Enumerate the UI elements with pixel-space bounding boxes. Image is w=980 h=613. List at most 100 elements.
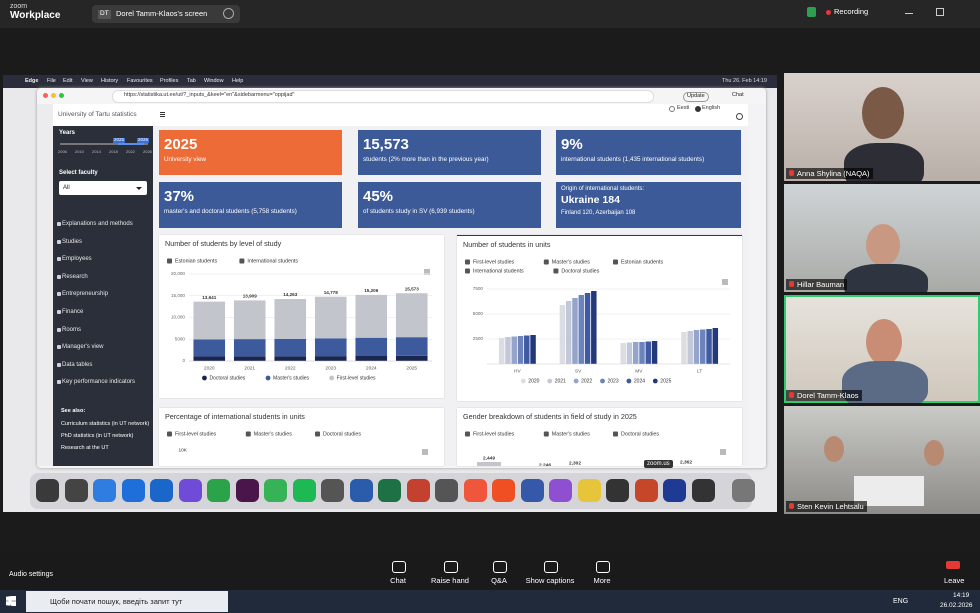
minimize-button[interactable] [51, 93, 56, 98]
dock-icon[interactable] [121, 479, 145, 502]
dock-icon[interactable] [321, 479, 344, 502]
legend-marker[interactable] [547, 378, 553, 384]
video-tile[interactable]: Sten Kevin Lehtsalu [784, 406, 980, 514]
mac-menu-item[interactable]: Tab [187, 78, 196, 84]
link[interactable]: Research at the UT [61, 445, 109, 451]
sidebar-toggle[interactable] [160, 112, 165, 113]
close-button[interactable] [43, 93, 48, 98]
mac-menu-item[interactable]: Help [232, 78, 244, 84]
filter-checkbox[interactable] [553, 268, 559, 274]
mac-menu-item[interactable]: Favourites [127, 78, 153, 84]
tab-menu[interactable] [223, 8, 234, 19]
faculty-select[interactable] [59, 181, 147, 195]
legend-marker[interactable] [329, 375, 335, 381]
mac-menu-item[interactable]: Window [204, 78, 224, 84]
chat-button[interactable]: Chat [732, 92, 744, 98]
legend-label[interactable]: 2023 [608, 378, 619, 384]
filter-checkbox[interactable] [613, 259, 618, 265]
filter-checkbox[interactable] [465, 259, 470, 265]
filter-checkbox[interactable] [167, 258, 172, 264]
legend-label[interactable]: 2024 [634, 378, 645, 384]
dock-icon[interactable] [606, 479, 629, 502]
dock-icon[interactable] [520, 479, 544, 502]
zoom-button[interactable] [59, 93, 64, 98]
menu-item[interactable]: Key performance indicators [62, 379, 136, 386]
recording-label[interactable]: Recording [834, 7, 869, 16]
dock-icon[interactable] [178, 479, 202, 502]
menu-item[interactable]: Employees [62, 256, 92, 263]
dock-icon[interactable] [36, 479, 59, 502]
legend-label[interactable]: First-level studies [337, 375, 376, 381]
slider-handle[interactable]: 2026 [137, 137, 150, 143]
filter-checkbox[interactable] [239, 258, 245, 264]
filter-checkbox[interactable] [465, 431, 470, 437]
filter-checkbox[interactable] [245, 431, 251, 437]
dock-icon[interactable] [64, 479, 88, 502]
dock-icon[interactable] [435, 479, 458, 502]
legend-label[interactable]: 2020 [528, 378, 539, 384]
dock-icon[interactable] [732, 479, 755, 502]
legend-marker[interactable] [573, 378, 579, 384]
legend-marker[interactable] [520, 378, 526, 384]
legend-marker[interactable] [202, 375, 207, 381]
dock-icon[interactable] [406, 479, 430, 502]
mac-menu-item[interactable]: Edit [63, 78, 73, 84]
dock-icon[interactable] [93, 479, 116, 502]
link[interactable]: Curriculum statistics (in UT network) [61, 421, 150, 427]
dock-icon[interactable] [378, 479, 401, 502]
menu-item[interactable]: Finance [62, 309, 84, 315]
filter-checkbox[interactable] [613, 431, 618, 437]
menu-item[interactable]: Studies [62, 238, 83, 245]
dock-icon[interactable] [150, 479, 173, 502]
filter-checkbox[interactable] [543, 431, 549, 437]
lang-option[interactable]: Eesti [677, 105, 690, 111]
search-box[interactable] [26, 591, 228, 612]
mac-menu-item[interactable]: View [81, 78, 93, 84]
filter-checkbox[interactable] [167, 431, 172, 437]
filter-checkbox[interactable] [465, 268, 470, 274]
start-button[interactable] [6, 596, 16, 606]
legend-label[interactable]: 2025 [660, 378, 671, 384]
clock-date[interactable]: 26.02.2026 [940, 602, 973, 609]
input-language[interactable]: ENG [893, 598, 909, 605]
audio-settings[interactable]: Audio settings [9, 571, 53, 578]
legend-marker[interactable] [652, 378, 658, 384]
lang-radio[interactable] [669, 106, 675, 112]
dock-icon[interactable] [349, 479, 373, 502]
toolbar-button[interactable]: Chat [390, 576, 406, 585]
dock-icon[interactable] [577, 479, 601, 502]
dock-icon[interactable] [634, 479, 658, 502]
dock-icon[interactable] [463, 479, 487, 502]
toolbar-button[interactable]: Show captions [525, 576, 575, 585]
dock-icon[interactable] [264, 479, 287, 502]
settings-icon[interactable] [736, 113, 743, 120]
minimize[interactable] [905, 13, 913, 14]
legend-marker[interactable] [600, 378, 605, 384]
legend-marker[interactable] [265, 375, 271, 381]
mac-menu-item[interactable]: Profiles [160, 78, 179, 84]
menu-item[interactable]: Data tables [62, 361, 93, 368]
address-bar[interactable] [112, 90, 654, 103]
legend-marker[interactable] [626, 378, 632, 384]
dock-icon[interactable] [292, 479, 316, 502]
filter-checkbox[interactable] [543, 259, 549, 265]
brand[interactable]: University of Tartu statistics [58, 111, 137, 118]
video-tile[interactable]: Dorel Tamm-Klaos [784, 295, 980, 403]
update-button[interactable]: Update [683, 92, 709, 102]
toolbar-button[interactable]: Q&A [491, 576, 507, 585]
legend-label[interactable]: Doctoral studies [209, 375, 245, 381]
mac-menu-item[interactable]: File [47, 78, 56, 84]
toolbar-button[interactable]: More [593, 576, 611, 585]
video-tile[interactable]: Hillar Bauman [784, 184, 980, 292]
legend-label[interactable]: 2021 [555, 378, 566, 384]
menu-item[interactable]: Research [62, 273, 88, 280]
menu-item[interactable]: Rooms [62, 326, 82, 333]
lang-option[interactable]: English [702, 105, 721, 111]
mac-menu-item[interactable]: History [101, 78, 119, 84]
dock-icon[interactable] [663, 479, 686, 502]
dock-icon[interactable] [207, 479, 230, 502]
share-tab[interactable] [92, 5, 240, 23]
mac-menu-item[interactable]: Edge [25, 78, 39, 84]
legend-label[interactable]: Master's studies [273, 375, 309, 381]
link[interactable]: PhD statistics (in UT network) [61, 433, 134, 439]
